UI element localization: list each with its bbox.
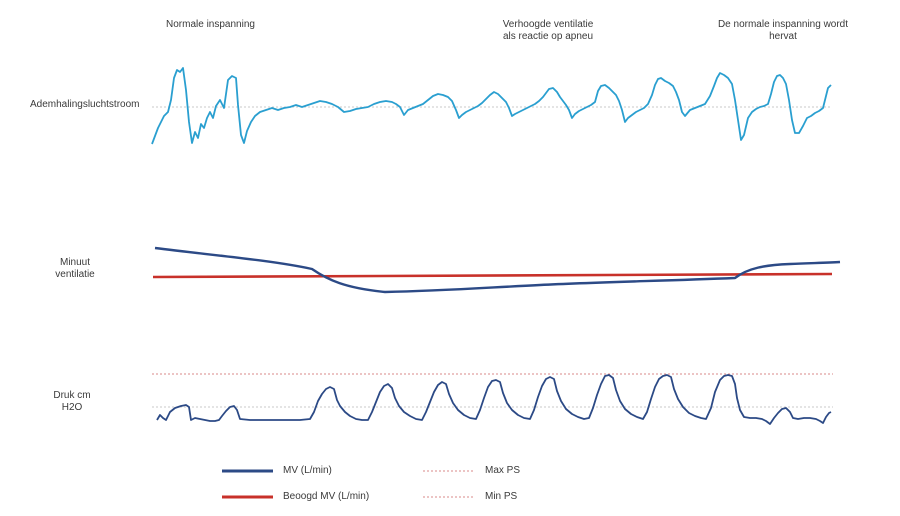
annotation-increased-ventilation: Verhoogde ventilatie als reactie op apne… <box>502 19 594 42</box>
legend-mv-label: MV (L/min) <box>283 465 332 476</box>
annotation-normal-effort: Normale inspanning <box>166 19 255 30</box>
row-label-pressure: Druk cm H2O <box>53 390 91 413</box>
target-mv-line <box>152 272 833 279</box>
legend-max-ps-label: Max PS <box>485 465 521 476</box>
row-label-airflow: Ademhalingsluchtstroom <box>30 99 140 110</box>
legend-target-mv-label: Beoogd MV (L/min) <box>283 491 370 502</box>
pressure-trace <box>156 374 832 425</box>
airflow-trace <box>151 67 832 145</box>
row-label-minute-ventilation: Minuut ventilatie <box>55 257 95 280</box>
mv-trace <box>154 246 841 294</box>
legend-min-ps-label: Min PS <box>485 491 518 502</box>
annotation-normal-resumes: De normale inspanning wordt hervat <box>717 19 849 42</box>
